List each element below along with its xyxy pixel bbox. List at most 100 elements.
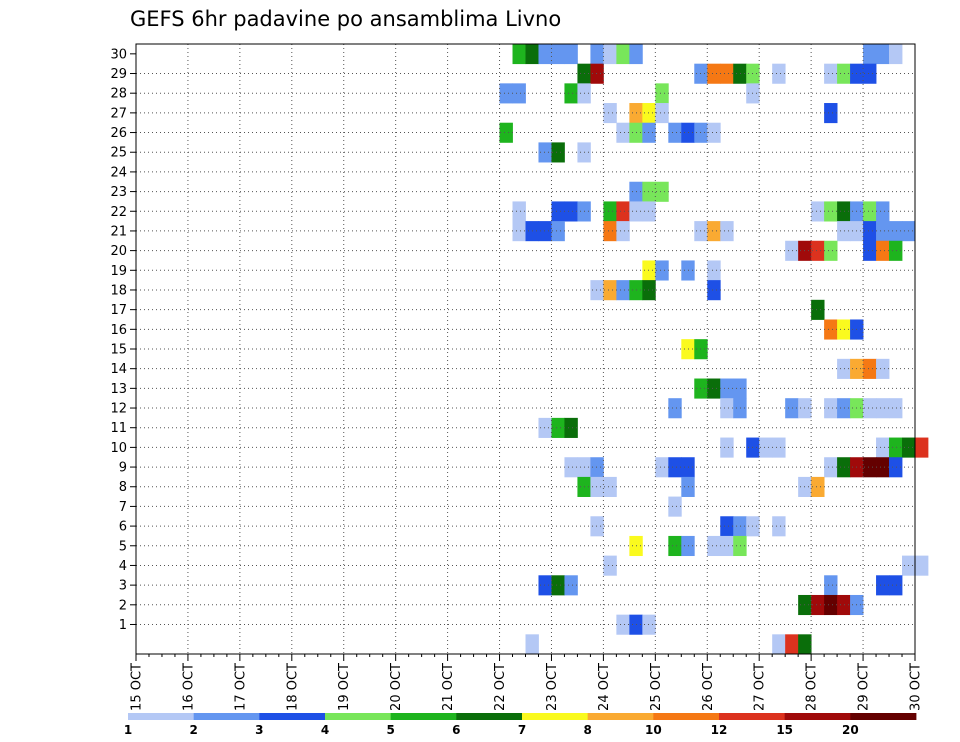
- chart-title: GEFS 6hr padavine po ansamblima Livno: [130, 7, 561, 31]
- precip-cell: [642, 260, 656, 281]
- precip-cell: [889, 221, 903, 242]
- precip-cell: [837, 201, 851, 222]
- precip-cell: [681, 122, 695, 143]
- precip-cell: [824, 103, 838, 124]
- colorbar-segment: [193, 713, 260, 720]
- colorbar-label: 6: [452, 723, 460, 737]
- precip-cell: [525, 634, 539, 655]
- y-tick-label: 6: [119, 520, 127, 535]
- precip-cell: [837, 221, 851, 242]
- precip-cell: [616, 614, 630, 635]
- y-tick-label: 2: [119, 598, 127, 613]
- precip-cell: [720, 221, 734, 242]
- x-tick-label: 19 OCT: [337, 663, 352, 711]
- precip-cell: [512, 221, 526, 242]
- precip-cell: [876, 457, 890, 478]
- y-tick-label: 13: [110, 382, 127, 397]
- precip-cell: [824, 575, 838, 596]
- x-tick-label: 28 OCT: [805, 663, 820, 711]
- x-tick-label: 18 OCT: [285, 663, 300, 711]
- colorbar-segment: [587, 713, 654, 720]
- precip-cell: [837, 63, 851, 84]
- precip-cell: [733, 63, 747, 84]
- precip-cell: [811, 240, 825, 261]
- y-tick-label: 4: [119, 559, 127, 574]
- precip-cell: [863, 358, 877, 379]
- precip-cell: [668, 122, 682, 143]
- x-tick-label: 15 OCT: [130, 663, 145, 711]
- precip-cell: [616, 201, 630, 222]
- y-tick-label: 28: [110, 87, 127, 102]
- precip-cell: [551, 142, 565, 163]
- precip-cell: [707, 260, 721, 281]
- precip-cell: [551, 417, 565, 438]
- x-tick-label: 27 OCT: [753, 663, 768, 711]
- y-tick-label: 14: [110, 362, 127, 377]
- precip-cell: [681, 260, 695, 281]
- precip-cell: [915, 437, 929, 458]
- precip-cell: [681, 339, 695, 360]
- precip-cell: [824, 457, 838, 478]
- x-tick-label: 21 OCT: [441, 663, 456, 711]
- precip-cell: [707, 63, 721, 84]
- y-tick-label: 12: [110, 402, 127, 417]
- precip-cell: [720, 398, 734, 419]
- precip-cell: [603, 280, 617, 301]
- colorbar-segment: [259, 713, 326, 720]
- precip-cell: [668, 457, 682, 478]
- precip-cell: [889, 240, 903, 261]
- y-tick-label: 15: [110, 343, 127, 358]
- y-tick-label: 30: [110, 47, 127, 62]
- precip-cell: [876, 358, 890, 379]
- precip-cell: [733, 398, 747, 419]
- precip-cell: [824, 319, 838, 340]
- precip-cell: [837, 398, 851, 419]
- precip-cell: [616, 280, 630, 301]
- precip-cell: [720, 437, 734, 458]
- precip-cell: [863, 201, 877, 222]
- y-tick-label: 19: [110, 264, 127, 279]
- precip-cell: [863, 63, 877, 84]
- precip-cell: [525, 44, 539, 65]
- precip-cell: [681, 457, 695, 478]
- precip-cell: [811, 201, 825, 222]
- precip-cell: [681, 476, 695, 497]
- colorbar-segment: [522, 713, 589, 720]
- colorbar-label: 5: [386, 723, 394, 737]
- y-tick-label: 22: [110, 205, 127, 220]
- precip-cell: [590, 280, 604, 301]
- precip-cell: [733, 378, 747, 399]
- precip-cell: [707, 535, 721, 557]
- precip-cell: [824, 63, 838, 84]
- precip-cell: [876, 221, 890, 242]
- colorbar-label: 12: [711, 723, 728, 737]
- y-tick-label: 10: [110, 441, 127, 456]
- precip-cell: [759, 437, 773, 458]
- precip-cell: [863, 240, 877, 261]
- precip-cell: [564, 575, 578, 596]
- precip-cell: [642, 122, 656, 143]
- x-tick-label: 22 OCT: [493, 663, 508, 711]
- y-tick-label: 1: [119, 618, 127, 633]
- precip-cell: [889, 44, 903, 65]
- colorbar-segment: [653, 713, 720, 720]
- precip-cell: [720, 63, 734, 84]
- colorbar-label: 4: [321, 723, 329, 737]
- x-tick-label: 17 OCT: [233, 663, 248, 711]
- precip-cell: [590, 457, 604, 478]
- precip-cell: [538, 221, 552, 242]
- precip-cell: [603, 555, 617, 576]
- x-tick-label: 29 OCT: [857, 663, 872, 711]
- precip-cell: [824, 240, 838, 261]
- precip-cell: [681, 535, 695, 557]
- precip-cell: [772, 516, 786, 537]
- precip-cell: [538, 417, 552, 438]
- precip-cell: [863, 44, 877, 65]
- precip-cell: [876, 240, 890, 261]
- y-tick-label: 24: [110, 165, 127, 180]
- x-tick-label: 25 OCT: [649, 663, 664, 711]
- precip-cell: [642, 280, 656, 301]
- precip-cell: [720, 535, 734, 557]
- precip-cell: [512, 83, 526, 104]
- precip-cell: [538, 44, 552, 65]
